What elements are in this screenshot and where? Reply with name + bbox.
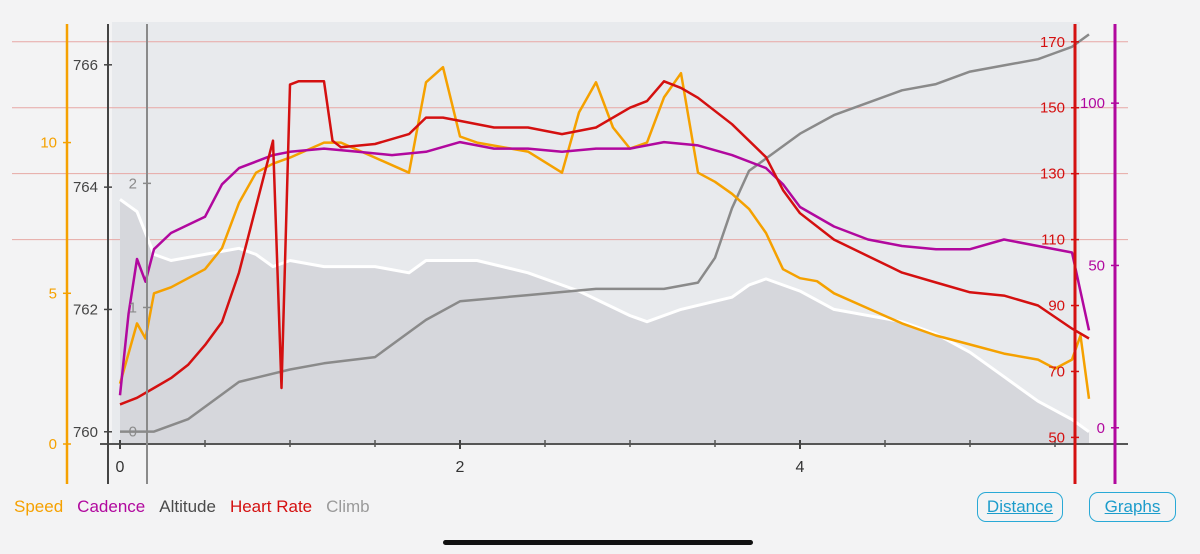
legend-climb: Climb (326, 497, 370, 516)
chart: 0 2 4 0 5 10 760 762 764 766 0 1 2 50 70 90 110 130 150 170… (12, 22, 1128, 484)
legend-cadence: Cadence (77, 497, 146, 516)
legend-altitude: Altitude (159, 497, 216, 516)
climb-tick-label-1: 1 (129, 299, 137, 316)
heart-rate-tick-label-50: 50 (1048, 429, 1065, 446)
distance-button[interactable]: Distance (977, 492, 1063, 522)
speed-tick-label-10: 10 (40, 135, 57, 152)
heart-rate-tick-label-170: 170 (1040, 34, 1065, 51)
heart-rate-tick-label-150: 150 (1040, 100, 1065, 117)
altitude-tick-label-766: 766 (73, 57, 98, 74)
heart-rate-line (119, 80, 1090, 406)
chart-legend: Speed Cadence Altitude Heart Rate Climb (14, 497, 370, 517)
altitude-area (120, 199, 1089, 444)
altitude-tick-label-760: 760 (73, 424, 98, 441)
cadence-line (118, 140, 1091, 396)
climb-tick-label-2: 2 (129, 175, 137, 192)
climb-tick-label-0: 0 (129, 424, 137, 441)
cadence-tick-label-100: 100 (1080, 95, 1105, 112)
altitude-line (119, 198, 1090, 434)
legend-heart-rate: Heart Rate (229, 497, 313, 516)
heart-rate-tick-label-70: 70 (1048, 363, 1065, 380)
legend-speed: Speed (14, 497, 64, 516)
x-tick-label-0: 0 (116, 459, 125, 476)
speed-tick-label-0: 0 (49, 436, 57, 453)
speed-tick-label-5: 5 (49, 285, 57, 302)
heart-rate-tick-label-130: 130 (1040, 166, 1065, 183)
speed-line (118, 65, 1091, 399)
x-tick-label-4: 4 (796, 459, 805, 476)
heart-rate-tick-label-110: 110 (1041, 232, 1065, 249)
home-indicator[interactable] (443, 540, 753, 545)
heart-rate-tick-label-90: 90 (1048, 298, 1065, 315)
altitude-tick-label-762: 762 (73, 301, 98, 318)
cadence-tick-label-50: 50 (1088, 257, 1105, 274)
cadence-tick-label-0: 0 (1097, 420, 1105, 437)
altitude-tick-label-764: 764 (73, 179, 98, 196)
graphs-button[interactable]: Graphs (1089, 492, 1176, 522)
x-tick-label-2: 2 (456, 459, 465, 476)
